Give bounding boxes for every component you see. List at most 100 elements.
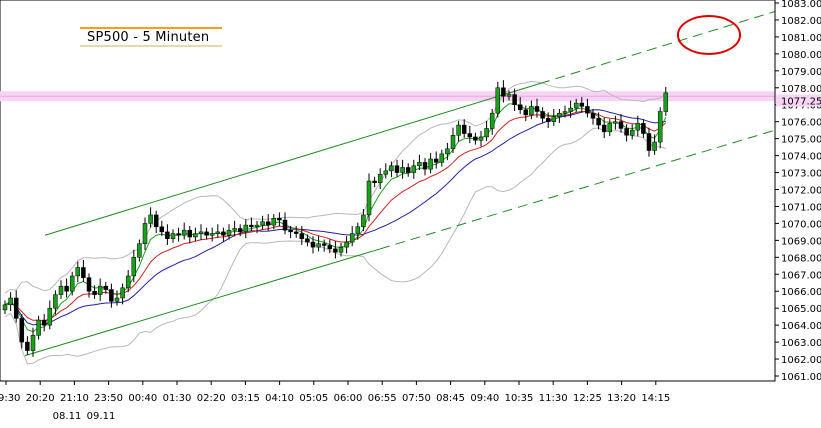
y-tick-label: 1062.00 <box>781 355 821 366</box>
channel-upper-dashed <box>539 10 776 85</box>
candle-body <box>372 180 377 183</box>
candle-body <box>366 180 372 216</box>
y-tick-label: 1064.00 <box>781 321 821 332</box>
candle <box>624 124 629 142</box>
candle-body <box>663 92 669 112</box>
candle-body <box>484 128 489 138</box>
candle-body <box>103 285 109 290</box>
candle <box>534 98 540 118</box>
candle <box>657 107 663 149</box>
candle <box>310 236 316 254</box>
candle <box>422 158 428 176</box>
candle <box>663 86 669 116</box>
candle <box>545 112 551 128</box>
candle-body <box>529 106 534 116</box>
candle-body <box>114 297 120 302</box>
candle-body <box>193 233 198 238</box>
candle-body <box>232 228 237 231</box>
channel-lower-solid <box>24 248 381 357</box>
candle-body <box>187 229 193 238</box>
axis-panel <box>775 0 821 381</box>
candle-body <box>215 231 221 234</box>
candle <box>629 124 635 140</box>
candle-body <box>545 118 551 122</box>
candle-body <box>181 229 187 236</box>
candle <box>114 290 120 306</box>
candle <box>75 261 81 283</box>
candle-body <box>450 134 456 150</box>
candle-body <box>282 219 288 231</box>
candle-body <box>165 231 170 239</box>
y-tick-label: 1076.00 <box>781 118 821 129</box>
candle <box>159 220 165 237</box>
candle-body <box>383 170 389 175</box>
candle-body <box>389 165 394 172</box>
candle <box>277 212 282 227</box>
candle-body <box>361 214 366 228</box>
candle-body <box>81 267 86 278</box>
candle <box>573 98 579 113</box>
x-tick-label: 03:15 <box>231 393 260 404</box>
candle-body <box>142 223 148 245</box>
candle-body <box>641 123 646 134</box>
candle-body <box>596 118 601 126</box>
candle <box>355 222 361 240</box>
candle-body <box>2 304 8 311</box>
candle-body <box>254 224 260 228</box>
candle <box>456 120 461 142</box>
upper-band-line <box>4 80 667 294</box>
candle <box>473 132 478 145</box>
y-tick-label: 1081.00 <box>781 33 821 44</box>
candle-body <box>534 106 540 112</box>
candle <box>579 97 585 113</box>
candle <box>517 97 523 115</box>
candle <box>506 90 512 101</box>
y-tick-label: 1079.00 <box>781 67 821 78</box>
candle <box>254 220 260 234</box>
candle <box>405 163 411 177</box>
candle-body <box>277 218 282 221</box>
candle-body <box>8 297 13 306</box>
candle <box>86 273 92 298</box>
candle <box>607 119 613 137</box>
x-tick-label: 20:20 <box>26 393 55 404</box>
candle-body <box>635 123 641 131</box>
candle <box>120 283 125 305</box>
date-label: 08.11 <box>53 411 82 422</box>
candles <box>2 80 669 357</box>
candle-body <box>305 238 310 243</box>
candle <box>58 280 64 299</box>
candle <box>333 241 338 259</box>
candle-body <box>159 226 165 233</box>
candle-body <box>512 94 517 105</box>
candle <box>8 292 13 312</box>
channel-upper-solid <box>44 83 541 236</box>
x-tick-label: 08:45 <box>436 393 465 404</box>
candle <box>635 115 641 137</box>
candle-body <box>344 241 349 248</box>
candle-body <box>131 257 137 277</box>
candle <box>243 219 249 239</box>
candle <box>366 173 372 222</box>
candle <box>131 249 137 283</box>
highlight-circle <box>677 15 741 55</box>
candle-body <box>467 133 473 138</box>
candle-body <box>657 111 663 143</box>
candle <box>372 176 377 187</box>
candle-body <box>557 112 562 117</box>
candle-body <box>624 128 629 136</box>
candle-body <box>260 221 265 226</box>
candle <box>467 125 473 144</box>
candle <box>47 300 53 330</box>
candle <box>81 259 86 282</box>
candle-body <box>226 229 232 236</box>
candle-body <box>41 319 47 326</box>
candle-body <box>428 158 433 170</box>
candle-body <box>249 224 254 228</box>
x-tick-label: 06:00 <box>334 393 363 404</box>
candle-body <box>590 112 596 119</box>
x-tick-label: 05:05 <box>299 393 328 404</box>
candle <box>36 315 41 340</box>
candle <box>148 207 153 228</box>
